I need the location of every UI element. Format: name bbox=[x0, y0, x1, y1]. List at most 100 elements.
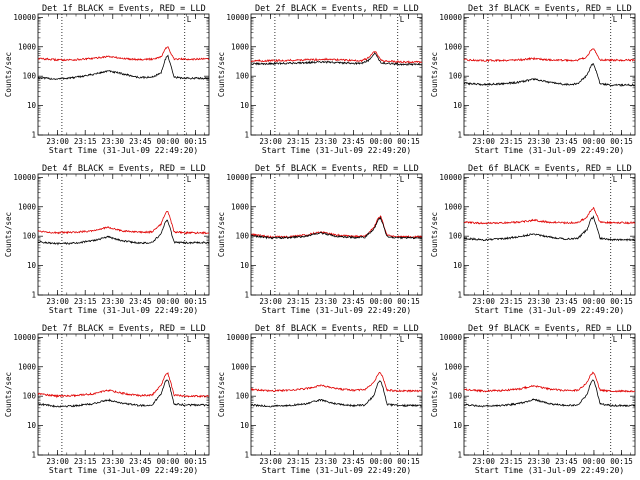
x-tick-label: 00:15 bbox=[184, 457, 207, 466]
x-axis-label: Start Time (31-Jul-09 22:49:20) bbox=[262, 306, 411, 315]
x-tick-label: 23:30 bbox=[527, 457, 550, 466]
x-tick-label: 23:45 bbox=[342, 297, 365, 306]
panel-title: Det 4f BLACK = Events, RED = LLD bbox=[42, 164, 206, 174]
y-tick-label: 1000 bbox=[231, 202, 250, 211]
series-line-events bbox=[463, 63, 636, 88]
interval-marker-label: L bbox=[187, 15, 192, 24]
x-tick-label: 23:15 bbox=[74, 137, 97, 146]
x-tick-label: 23:45 bbox=[342, 457, 365, 466]
detector-panel-2: Det 2f BLACK = Events, RED = LLD 1 10 100 10… bbox=[217, 4, 423, 155]
series-line-events bbox=[250, 216, 423, 240]
series-line-events bbox=[37, 219, 210, 246]
x-tick-label: 23:00 bbox=[46, 137, 69, 146]
interval-marker-label: L bbox=[400, 175, 405, 184]
x-axis-label: Start Time (31-Jul-09 22:49:20) bbox=[262, 146, 411, 155]
x-tick-label: 23:00 bbox=[472, 457, 495, 466]
interval-marker-label: L bbox=[187, 175, 192, 184]
x-axis-label: Start Time (31-Jul-09 22:49:20) bbox=[475, 146, 624, 155]
y-tick-label: 1 bbox=[457, 131, 462, 140]
y-tick-label: 100 bbox=[235, 72, 249, 81]
series-line-events bbox=[250, 52, 423, 67]
detector-panel-6: Det 6f BLACK = Events, RED = LLD 1 10 100 10… bbox=[430, 164, 636, 315]
x-tick-label: 23:15 bbox=[500, 297, 523, 306]
x-tick-label: 23:45 bbox=[342, 137, 365, 146]
y-tick-label: 100 bbox=[22, 72, 36, 81]
x-tick-label: 23:30 bbox=[101, 137, 124, 146]
y-tick-label: 1000 bbox=[444, 42, 463, 51]
x-tick-label: 23:15 bbox=[500, 137, 523, 146]
y-axis-label: Counts/sec bbox=[430, 52, 439, 97]
plot-frame bbox=[37, 333, 210, 456]
x-tick-label: 00:15 bbox=[397, 457, 420, 466]
y-axis-label: Counts/sec bbox=[217, 52, 226, 97]
x-tick-label: 23:15 bbox=[287, 137, 310, 146]
x-tick-label: 00:15 bbox=[610, 297, 633, 306]
y-tick-label: 10000 bbox=[13, 13, 36, 22]
panel-title: Det 3f BLACK = Events, RED = LLD bbox=[468, 4, 632, 14]
x-tick-label: 00:15 bbox=[184, 297, 207, 306]
y-tick-label: 1 bbox=[244, 291, 249, 300]
y-axis-label: Counts/sec bbox=[4, 372, 13, 417]
x-axis-label: Start Time (31-Jul-09 22:49:20) bbox=[262, 466, 411, 475]
y-tick-label: 1 bbox=[31, 291, 36, 300]
y-tick-label: 10 bbox=[453, 261, 463, 270]
x-tick-label: 00:00 bbox=[583, 297, 606, 306]
x-tick-label: 23:30 bbox=[314, 137, 337, 146]
detector-panel-1: Det 1f BLACK = Events, RED = LLD 1 10 100 10… bbox=[4, 4, 210, 155]
y-tick-label: 10000 bbox=[13, 173, 36, 182]
interval-marker-label: L bbox=[400, 335, 405, 344]
plot-frame bbox=[250, 13, 423, 136]
detector-panel-5: Det 5f BLACK = Events, RED = LLD 1 10 100 10… bbox=[217, 164, 423, 315]
x-tick-label: 00:00 bbox=[370, 137, 393, 146]
y-axis-label: Counts/sec bbox=[430, 212, 439, 257]
x-tick-label: 23:00 bbox=[259, 297, 282, 306]
plot-frame bbox=[463, 13, 636, 136]
series-line-lld bbox=[463, 48, 636, 63]
x-tick-label: 23:45 bbox=[129, 457, 152, 466]
x-tick-label: 23:30 bbox=[314, 457, 337, 466]
x-tick-label: 00:15 bbox=[610, 457, 633, 466]
x-tick-label: 23:45 bbox=[555, 297, 578, 306]
x-axis-label: Start Time (31-Jul-09 22:49:20) bbox=[49, 306, 198, 315]
plot-frame bbox=[463, 333, 636, 456]
series-line-events bbox=[250, 380, 423, 408]
x-tick-label: 23:15 bbox=[74, 297, 97, 306]
y-tick-label: 100 bbox=[22, 392, 36, 401]
x-tick-label: 23:00 bbox=[259, 137, 282, 146]
y-axis-label: Counts/sec bbox=[217, 212, 226, 257]
detector-panel-4: Det 4f BLACK = Events, RED = LLD 1 10 100 10… bbox=[4, 164, 210, 315]
x-tick-label: 00:00 bbox=[370, 457, 393, 466]
plot-frame bbox=[37, 173, 210, 296]
series-line-events bbox=[37, 379, 210, 408]
panel-title: Det 8f BLACK = Events, RED = LLD bbox=[255, 324, 419, 334]
detector-panel-8: Det 8f BLACK = Events, RED = LLD 1 10 100 10… bbox=[217, 324, 423, 475]
y-tick-label: 1000 bbox=[231, 362, 250, 371]
x-tick-label: 23:45 bbox=[555, 137, 578, 146]
y-tick-label: 10 bbox=[240, 101, 250, 110]
y-tick-label: 1 bbox=[31, 131, 36, 140]
panel-title: Det 7f BLACK = Events, RED = LLD bbox=[42, 324, 206, 334]
x-tick-label: 00:00 bbox=[157, 137, 180, 146]
y-tick-label: 1000 bbox=[444, 362, 463, 371]
x-tick-label: 23:15 bbox=[74, 457, 97, 466]
y-tick-label: 10000 bbox=[226, 13, 249, 22]
y-tick-label: 1 bbox=[244, 131, 249, 140]
detector-panel-3: Det 3f BLACK = Events, RED = LLD 1 10 100 10… bbox=[430, 4, 636, 155]
interval-marker-label: L bbox=[613, 15, 618, 24]
y-tick-label: 10000 bbox=[13, 333, 36, 342]
y-tick-label: 1000 bbox=[444, 202, 463, 211]
y-tick-label: 100 bbox=[448, 232, 462, 241]
y-axis-label: Counts/sec bbox=[4, 52, 13, 97]
interval-marker-label: L bbox=[613, 335, 618, 344]
x-axis-label: Start Time (31-Jul-09 22:49:20) bbox=[49, 146, 198, 155]
y-axis-label: Counts/sec bbox=[430, 372, 439, 417]
series-line-events bbox=[463, 379, 636, 408]
y-tick-label: 1000 bbox=[231, 42, 250, 51]
plot-frame bbox=[463, 173, 636, 296]
x-tick-label: 23:45 bbox=[129, 297, 152, 306]
x-tick-label: 23:15 bbox=[287, 457, 310, 466]
y-tick-label: 1000 bbox=[18, 202, 37, 211]
x-tick-label: 23:30 bbox=[314, 297, 337, 306]
x-tick-label: 00:00 bbox=[583, 457, 606, 466]
x-tick-label: 23:00 bbox=[46, 297, 69, 306]
